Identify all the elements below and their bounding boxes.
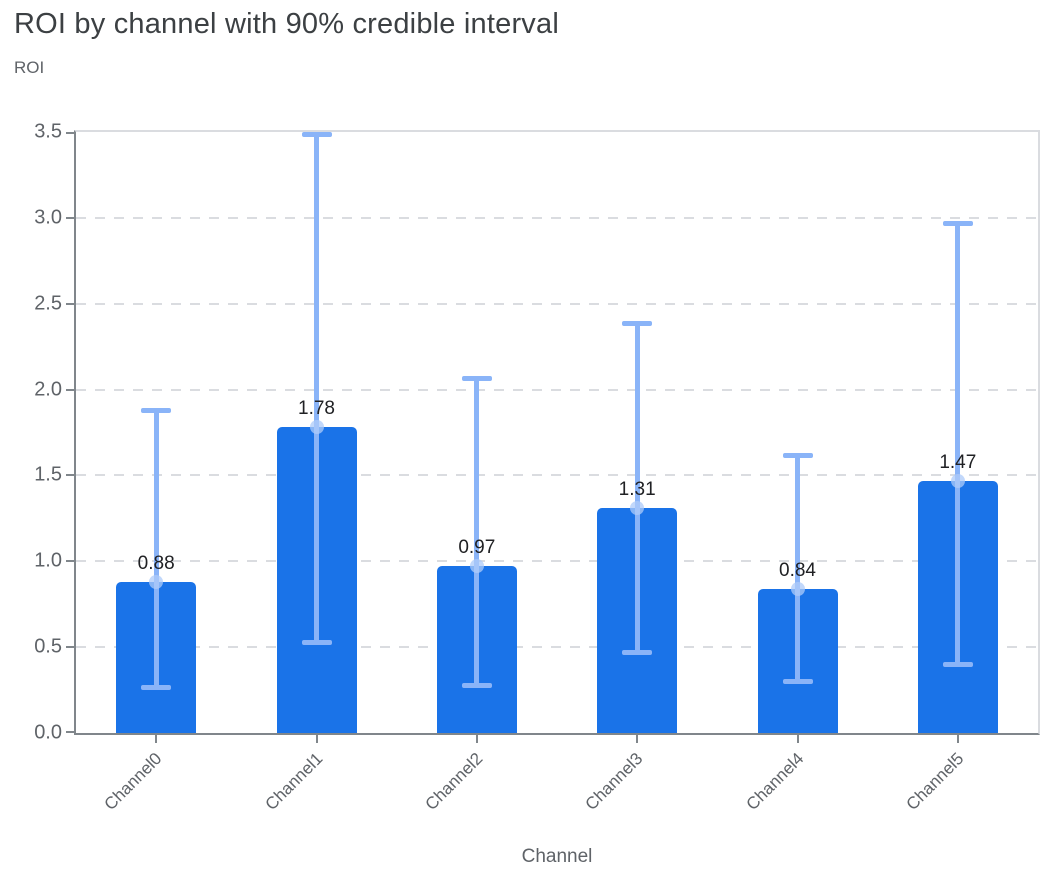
error-bar-cap bbox=[942, 221, 973, 226]
plot-area: 0.0 0.5 1.0 1.5 2.0 2.5 3.0 3.5 0.88 Channel0 1.78… bbox=[34, 121, 1040, 814]
gridline bbox=[76, 560, 1038, 563]
y-tick-label: 3.5 bbox=[34, 120, 62, 143]
x-tick-label: Channel3 bbox=[581, 749, 647, 814]
y-axis-tick bbox=[66, 474, 74, 477]
gridline bbox=[76, 646, 1038, 649]
error-bar-line bbox=[153, 410, 159, 687]
x-axis-tick bbox=[636, 735, 639, 743]
y-axis-tick bbox=[66, 216, 74, 219]
y-tick-label: 2.0 bbox=[34, 378, 62, 401]
chart-title: ROI by channel with 90% credible interva… bbox=[14, 8, 559, 40]
y-tick-label: 2.5 bbox=[34, 292, 62, 315]
bar-value-label: 1.31 bbox=[618, 479, 656, 501]
gridline bbox=[76, 388, 1038, 391]
y-axis-tick bbox=[66, 302, 74, 305]
error-bar-mean-marker bbox=[630, 501, 645, 516]
error-bar-cap bbox=[301, 639, 332, 645]
error-bar-mean-marker bbox=[469, 559, 484, 574]
error-bar-mean-marker bbox=[790, 581, 805, 596]
y-tick-label: 0.5 bbox=[34, 635, 62, 658]
error-bar-line bbox=[955, 223, 961, 665]
y-axis-tick bbox=[66, 560, 74, 563]
bar-value-label: 0.97 bbox=[458, 537, 496, 559]
error-bar-mean-marker bbox=[309, 420, 324, 435]
error-bar-cap bbox=[942, 662, 973, 668]
error-bar-cap bbox=[141, 684, 172, 690]
error-bar-line bbox=[634, 322, 640, 653]
error-bar-cap bbox=[622, 320, 653, 326]
gridline bbox=[76, 302, 1038, 305]
bar-value-label: 0.84 bbox=[779, 559, 816, 581]
x-tick-label: Channel4 bbox=[742, 749, 807, 814]
gridline bbox=[76, 474, 1038, 477]
bar-value-label: 0.88 bbox=[137, 552, 175, 574]
y-tick-label: 0.0 bbox=[34, 721, 62, 744]
y-tick-label: 3.0 bbox=[34, 206, 62, 229]
bar-value-label: 1.78 bbox=[298, 398, 335, 420]
x-axis-tick bbox=[796, 735, 799, 743]
error-bar-mean-marker bbox=[950, 473, 965, 488]
y-axis-title: ROI bbox=[14, 58, 45, 77]
bar-value-label: 1.47 bbox=[939, 451, 977, 473]
x-axis-tick bbox=[475, 735, 478, 743]
error-bar-mean-marker bbox=[149, 574, 164, 589]
error-bar-cap bbox=[141, 408, 172, 414]
x-tick-label: Channel2 bbox=[421, 749, 487, 814]
gridline bbox=[76, 216, 1038, 219]
x-tick-label: Channel5 bbox=[902, 749, 968, 814]
y-axis-tick bbox=[66, 132, 74, 134]
x-axis-tick bbox=[956, 735, 959, 743]
error-bar-cap bbox=[782, 452, 813, 458]
x-axis-tick bbox=[155, 735, 158, 743]
y-axis-tick bbox=[66, 646, 74, 649]
x-tick-label: Channel1 bbox=[261, 749, 326, 814]
error-bar-cap bbox=[782, 679, 813, 685]
error-bar-cap bbox=[301, 131, 332, 137]
x-axis-title: Channel bbox=[521, 846, 593, 867]
error-bar-cap bbox=[461, 375, 492, 381]
x-axis-tick bbox=[315, 735, 318, 743]
error-bar-line bbox=[795, 454, 800, 682]
error-bar-line bbox=[314, 133, 319, 642]
error-bar-cap bbox=[622, 650, 653, 656]
y-axis-tick bbox=[66, 731, 74, 733]
x-tick-label: Channel0 bbox=[100, 749, 166, 814]
error-bar-cap bbox=[461, 682, 492, 688]
y-tick-label: 1.0 bbox=[34, 549, 62, 572]
error-bar-line bbox=[474, 377, 480, 685]
y-axis-tick bbox=[66, 388, 74, 391]
y-tick-label: 1.5 bbox=[34, 463, 62, 486]
